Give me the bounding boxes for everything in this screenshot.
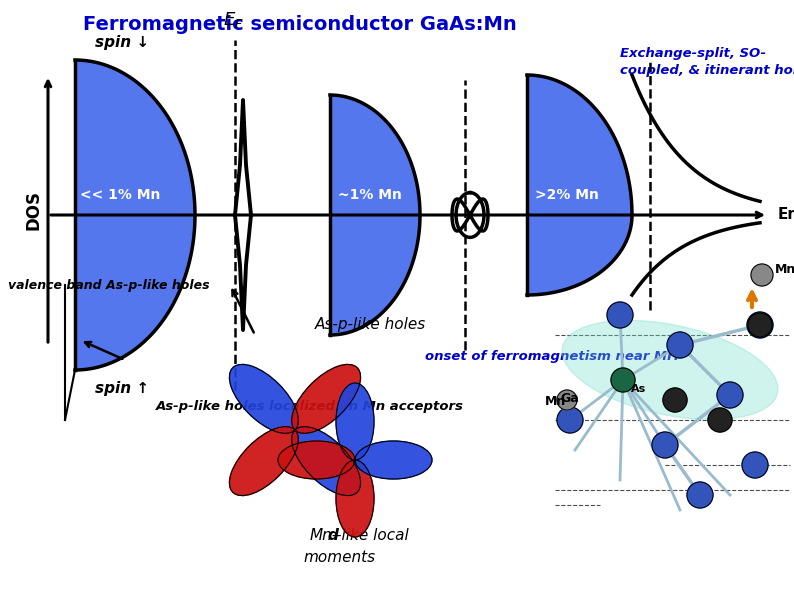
Ellipse shape: [336, 383, 374, 460]
Text: ~1% Mn: ~1% Mn: [338, 188, 402, 202]
Circle shape: [652, 432, 678, 458]
Ellipse shape: [229, 364, 299, 433]
Text: moments: moments: [304, 550, 376, 565]
Text: Exchange-split, SO-
coupled, & itinerant holes: Exchange-split, SO- coupled, & itinerant…: [620, 47, 794, 77]
Text: onset of ferromagnetism near MIT: onset of ferromagnetism near MIT: [425, 350, 681, 363]
Text: Ga: Ga: [561, 392, 580, 405]
Circle shape: [667, 332, 693, 358]
Text: Ferromagnetic semiconductor GaAs:Mn: Ferromagnetic semiconductor GaAs:Mn: [83, 15, 517, 35]
Text: spin ↑: spin ↑: [95, 380, 149, 396]
Polygon shape: [75, 60, 195, 370]
Ellipse shape: [336, 460, 374, 537]
Text: d: d: [327, 528, 338, 543]
Circle shape: [747, 312, 773, 338]
Polygon shape: [330, 95, 420, 335]
Text: Mn: Mn: [545, 395, 566, 408]
Circle shape: [687, 482, 713, 508]
Text: Energy: Energy: [778, 208, 794, 223]
Text: DOS: DOS: [24, 190, 42, 230]
Circle shape: [557, 407, 583, 433]
Ellipse shape: [355, 441, 432, 479]
Circle shape: [717, 382, 743, 408]
Text: spin ↓: spin ↓: [95, 35, 149, 49]
Circle shape: [708, 408, 732, 432]
Ellipse shape: [291, 364, 360, 433]
Polygon shape: [527, 75, 632, 295]
Circle shape: [742, 452, 768, 478]
Circle shape: [748, 313, 772, 337]
Text: >2% Mn: >2% Mn: [535, 188, 599, 202]
Text: As: As: [631, 384, 646, 394]
Circle shape: [751, 264, 773, 286]
Circle shape: [663, 388, 687, 412]
Text: As-p-like holes: As-p-like holes: [314, 318, 426, 333]
Text: As-p-like holes localized on Mn acceptors: As-p-like holes localized on Mn acceptor…: [156, 400, 464, 413]
Circle shape: [611, 368, 635, 392]
Ellipse shape: [278, 441, 355, 479]
Circle shape: [557, 390, 577, 410]
Ellipse shape: [562, 320, 778, 419]
Text: valence band As-p-like holes: valence band As-p-like holes: [8, 278, 210, 292]
Text: << 1% Mn: << 1% Mn: [80, 188, 160, 202]
Text: $E_F$: $E_F$: [222, 10, 244, 30]
Text: Mn-: Mn-: [310, 528, 338, 543]
Text: Mn: Mn: [775, 263, 794, 276]
Ellipse shape: [291, 427, 360, 496]
Ellipse shape: [229, 427, 299, 496]
Circle shape: [607, 302, 633, 328]
Text: -like local: -like local: [336, 528, 409, 543]
